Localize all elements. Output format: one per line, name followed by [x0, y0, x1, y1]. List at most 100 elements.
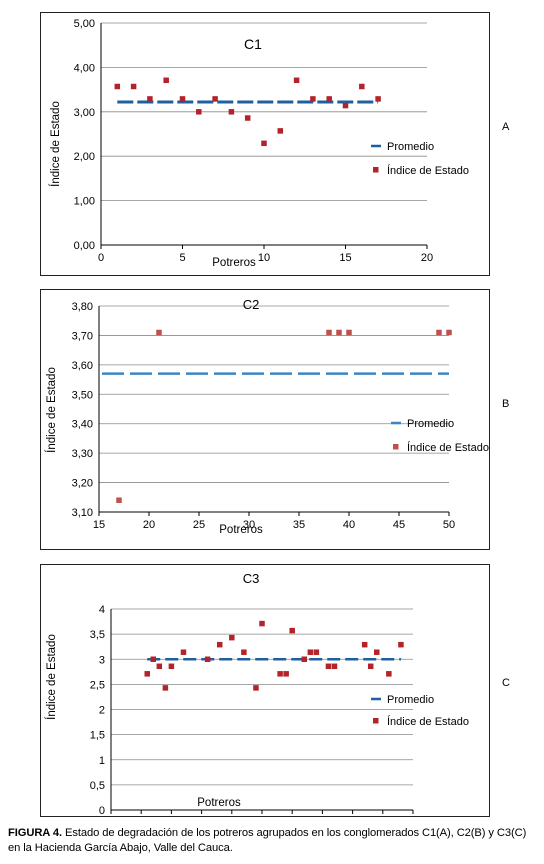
- y-axis-label: Índice de Estado: [45, 634, 58, 720]
- legend-points-label: Índice de Estado: [387, 715, 469, 728]
- legend-points-swatch: [373, 167, 379, 173]
- data-point: [367, 663, 374, 670]
- x-axis-label: Potreros: [197, 797, 241, 809]
- data-point: [116, 497, 122, 503]
- y-tick-label: 3,70: [72, 330, 93, 342]
- x-tick-label: 20: [421, 252, 433, 264]
- data-point: [228, 109, 235, 115]
- data-point: [130, 83, 137, 90]
- data-point: [283, 671, 289, 677]
- legend-points-swatch: [373, 718, 379, 724]
- data-point: [446, 329, 452, 336]
- x-tick-label: 10: [258, 252, 270, 264]
- data-point: [156, 329, 162, 336]
- y-axis-label: Índice de Estado: [45, 367, 58, 453]
- x-tick-label: 15: [339, 252, 351, 264]
- data-point: [229, 634, 235, 641]
- x-tick-label: 25: [193, 519, 205, 531]
- y-tick-label: 5,00: [74, 18, 95, 30]
- legend-points-label: Índice de Estado: [387, 164, 469, 177]
- x-tick-label: 0: [98, 252, 104, 264]
- data-point: [326, 329, 332, 336]
- y-tick-label: 3,50: [72, 389, 93, 401]
- caption-text: Estado de degradación de los potreros ag…: [8, 827, 527, 854]
- chart-c3: 00,511,522,533,5405101520253035404550C3P…: [45, 571, 469, 816]
- x-axis-label: Potreros: [212, 257, 256, 269]
- data-point: [398, 641, 404, 648]
- data-point: [261, 140, 267, 147]
- x-tick-label: 20: [143, 519, 155, 531]
- data-point: [259, 620, 265, 627]
- caption-label: FIGURA 4.: [8, 827, 63, 839]
- chart-c2: 3,10 3,20 3,30 3,40 3,50 3,60 3,70 3,80 15 20 25 30…: [45, 297, 489, 536]
- data-point: [212, 96, 218, 102]
- data-point: [216, 641, 223, 648]
- data-point: [277, 671, 283, 677]
- data-point: [163, 77, 169, 84]
- data-point: [359, 83, 365, 90]
- y-axis-label: Índice de Estado: [49, 101, 62, 187]
- data-point: [293, 77, 300, 84]
- data-point: [114, 83, 121, 90]
- data-point: [336, 329, 342, 336]
- data-point: [144, 671, 150, 677]
- data-point: [162, 685, 169, 691]
- data-point: [301, 656, 308, 662]
- data-point: [325, 663, 332, 670]
- data-point: [331, 663, 338, 670]
- data-point: [168, 663, 175, 670]
- chart-panel-c1: 0,00 1,00 2,00 3,00 4,00 5,00 0 5 10 15 20 C1 Potrer…: [40, 12, 490, 276]
- data-point: [310, 96, 316, 102]
- chart-letter-a: A: [502, 121, 510, 133]
- y-tick-label: 2,00: [74, 151, 95, 163]
- y-tick-label: 1,5: [90, 730, 105, 742]
- y-tick-label: 3,20: [72, 478, 93, 490]
- data-point: [346, 329, 352, 336]
- data-point: [241, 649, 247, 655]
- y-tick-label: 3,5: [90, 629, 105, 641]
- data-point: [375, 96, 381, 102]
- legend-average-label: Promedio: [407, 418, 454, 430]
- data-point: [204, 656, 211, 662]
- data-point: [307, 649, 314, 655]
- y-tick-label: 3: [99, 654, 105, 666]
- y-tick-label: 3,40: [72, 419, 93, 431]
- chart-title: C1: [244, 36, 262, 52]
- y-tick-label: 3,80: [72, 301, 93, 313]
- x-tick-label: 50: [443, 519, 455, 531]
- data-point: [150, 656, 157, 662]
- y-tick-label: 3,30: [72, 448, 93, 460]
- data-point: [179, 96, 186, 102]
- y-tick-label: 2,5: [90, 679, 105, 691]
- y-tick-label: 1: [99, 755, 105, 767]
- y-tick-label: 3,00: [74, 107, 95, 119]
- legend-points-label: Índice de Estado: [407, 441, 489, 454]
- data-point: [156, 663, 163, 670]
- data-point: [196, 109, 202, 115]
- data-point: [386, 671, 392, 677]
- data-point: [147, 96, 153, 102]
- figure-caption: FIGURA 4. Estado de degradación de los p…: [8, 826, 538, 856]
- y-tick-label: 0: [99, 805, 105, 816]
- x-tick-label: 45: [393, 519, 405, 531]
- y-tick-label: 1,00: [74, 196, 95, 208]
- x-tick-label: 30: [243, 519, 255, 531]
- data-point: [436, 329, 442, 336]
- y-tick-label: 3,10: [72, 507, 93, 519]
- y-tick-label: 2: [99, 705, 105, 717]
- x-tick-label: 35: [293, 519, 305, 531]
- y-tick-label: 4: [99, 604, 105, 616]
- x-tick-label: 5: [179, 252, 185, 264]
- data-point: [374, 649, 380, 655]
- y-tick-label: 4,00: [74, 62, 95, 74]
- legend-average-label: Promedio: [387, 141, 434, 153]
- chart-letter-c: C: [502, 677, 510, 689]
- chart-panel-c2: 3,10 3,20 3,30 3,40 3,50 3,60 3,70 3,80 15 20 25 30…: [40, 289, 490, 550]
- chart-title: C2: [243, 297, 260, 312]
- data-point: [313, 649, 320, 655]
- data-point: [289, 627, 295, 634]
- data-point: [342, 102, 349, 109]
- data-point: [253, 685, 259, 691]
- y-tick-label: 3,60: [72, 360, 93, 372]
- data-point: [244, 115, 251, 121]
